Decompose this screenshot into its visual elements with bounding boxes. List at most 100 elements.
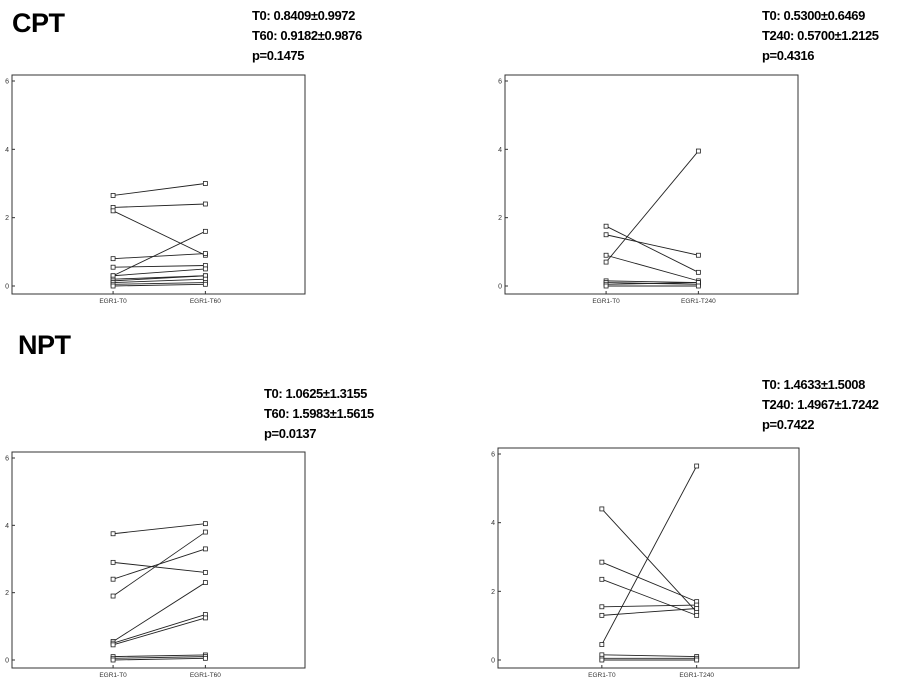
- data-point-marker: [110, 531, 116, 537]
- series-line: [601, 608, 697, 616]
- series-line: [605, 234, 699, 256]
- plot-frame: [11, 451, 306, 669]
- series-line: [605, 150, 699, 263]
- series-line: [113, 561, 206, 573]
- data-point-marker: [110, 264, 116, 270]
- series-line: [606, 282, 699, 285]
- data-point-marker: [599, 612, 605, 618]
- x-category-label: EGR1-T240: [679, 672, 714, 679]
- data-point-marker: [110, 193, 116, 198]
- data-point-marker: [202, 655, 208, 661]
- data-point-marker: [202, 615, 208, 621]
- data-point-marker: [599, 657, 605, 663]
- data-point-marker: [110, 642, 116, 648]
- series-line: [113, 268, 206, 277]
- data-point-marker: [110, 283, 116, 289]
- y-tick-label: 2: [491, 589, 495, 596]
- data-point-marker: [110, 208, 116, 214]
- plot-frame: [11, 74, 306, 295]
- plot-frame: [497, 447, 800, 669]
- series-line: [605, 254, 699, 282]
- series-line: [601, 654, 697, 658]
- series-line: [113, 278, 206, 284]
- stats-cpt-t240: T0: 0.5300±0.6469 T240: 0.5700±1.2125 p=…: [762, 6, 879, 66]
- stats-line: p=0.7422: [762, 417, 815, 432]
- series-line: [113, 656, 206, 659]
- series-line: [113, 654, 206, 658]
- series-line: [113, 265, 206, 268]
- data-point-marker: [202, 266, 208, 272]
- data-point-marker: [110, 657, 116, 663]
- x-category-label: EGR1-T0: [588, 672, 616, 679]
- data-point-marker: [202, 201, 208, 207]
- y-tick-label: 6: [5, 79, 9, 86]
- series-line: [113, 282, 206, 285]
- y-tick-label: 4: [5, 147, 9, 154]
- data-point-marker: [202, 251, 208, 256]
- data-point-marker: [202, 570, 208, 575]
- y-tick-label: 4: [491, 520, 495, 527]
- stats-line: p=0.0137: [264, 426, 317, 441]
- stats-line: T60: 1.5983±1.5615: [264, 406, 374, 421]
- x-category-label: EGR1-T0: [99, 298, 127, 305]
- stats-line: p=0.1475: [252, 48, 305, 63]
- stats-line: p=0.4316: [762, 48, 815, 63]
- y-tick-label: 0: [5, 284, 9, 291]
- y-tick-label: 0: [5, 658, 9, 665]
- data-point-marker: [202, 181, 208, 186]
- data-point-marker: [695, 148, 701, 154]
- stats-line: T240: 0.5700±1.2125: [762, 28, 879, 43]
- y-tick-label: 2: [5, 590, 9, 597]
- stats-npt-t60: T0: 1.0625±1.3155 T60: 1.5983±1.5615 p=0…: [264, 384, 374, 444]
- data-point-marker: [599, 506, 605, 512]
- data-point-marker: [695, 252, 701, 258]
- data-point-marker: [202, 281, 208, 287]
- data-point-marker: [110, 559, 116, 565]
- data-point-marker: [202, 580, 208, 585]
- series-line: [112, 210, 206, 256]
- data-point-marker: [599, 576, 605, 582]
- stats-line: T0: 0.8409±0.9972: [252, 8, 355, 23]
- data-point-marker: [599, 559, 605, 565]
- stats-line: T240: 1.4967±1.7242: [762, 397, 879, 412]
- data-point-marker: [694, 606, 700, 611]
- x-category-label: EGR1-T60: [190, 298, 221, 305]
- x-category-label: EGR1-T60: [190, 672, 221, 679]
- x-category-label: EGR1-T0: [99, 672, 127, 679]
- data-point-marker: [599, 642, 605, 647]
- y-tick-label: 4: [498, 147, 502, 154]
- data-point-marker: [599, 604, 605, 610]
- stats-cpt-t60: T0: 0.8409±0.9972 T60: 0.9182±0.9876 p=0…: [252, 6, 362, 66]
- stats-line: T0: 1.4633±1.5008: [762, 377, 865, 392]
- y-tick-label: 6: [491, 452, 495, 459]
- data-point-marker: [110, 576, 116, 582]
- series-line: [601, 465, 698, 645]
- stats-line: T60: 0.9182±0.9876: [252, 28, 362, 43]
- series-line: [112, 230, 206, 277]
- series-line: [113, 183, 206, 196]
- series-line: [112, 531, 206, 597]
- series-line: [113, 283, 206, 287]
- series-line: [113, 523, 206, 535]
- data-point-marker: [202, 529, 208, 535]
- data-point-marker: [603, 223, 609, 229]
- series-line: [112, 582, 206, 642]
- y-tick-label: 0: [491, 658, 495, 665]
- data-point-marker: [110, 593, 116, 599]
- data-point-marker: [603, 283, 609, 289]
- series-line: [113, 275, 206, 282]
- series-line: [112, 617, 206, 646]
- data-point-marker: [202, 546, 208, 552]
- series-line: [606, 280, 699, 284]
- y-tick-label: 4: [5, 523, 9, 530]
- data-point-marker: [694, 463, 700, 469]
- data-point-marker: [694, 612, 700, 618]
- y-tick-label: 2: [498, 215, 502, 222]
- series-line: [601, 508, 697, 613]
- plot-frame: [504, 74, 799, 295]
- series-line: [113, 657, 206, 661]
